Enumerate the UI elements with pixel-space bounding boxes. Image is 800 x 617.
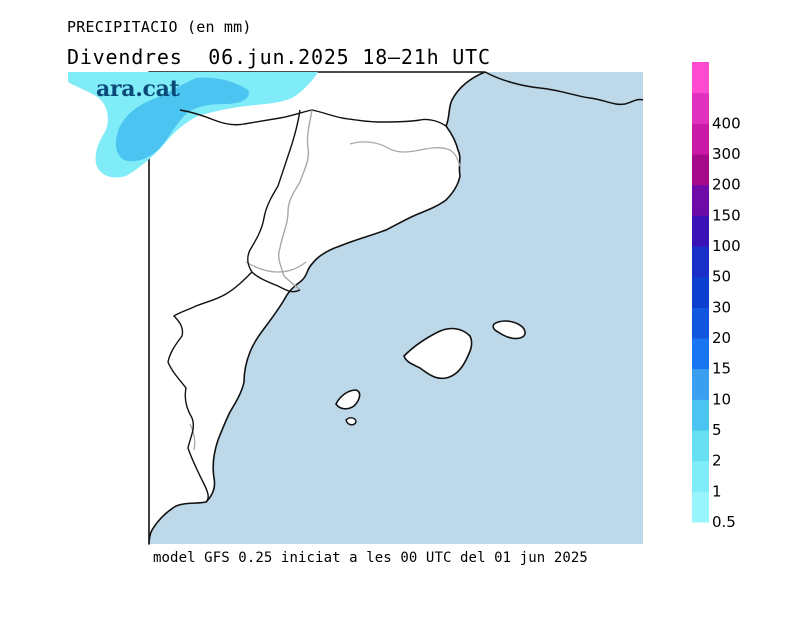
map-frame-left-mask [0,72,68,544]
legend-color-band [692,307,709,339]
legend-color-band [692,215,709,247]
legend-level-label: 50 [712,268,731,286]
menorca-island [492,320,526,340]
legend-color-band [692,399,709,431]
legend-level-label: 200 [712,176,741,194]
eivissa-island [335,389,361,410]
legend-level-label: 100 [712,237,741,255]
map-date-title: Divendres 06.jun.2025 18–21h UTC [67,45,491,69]
catalonia-border [277,109,313,291]
legend-level-label: 30 [712,298,731,316]
legend-color-band [692,62,709,94]
legend-color-band [692,460,709,492]
formentera-island [345,417,357,426]
legend-level-label: 150 [712,206,741,224]
precip-area-mid [115,77,249,162]
legend-color-band [692,491,709,523]
legend-color-band [692,184,709,216]
legend-level-label: 400 [712,114,741,132]
legend-labels: 0.5 1 2 5 10 15 20 30 50 100 150 200 300 400 [712,114,741,531]
province-border [245,261,307,273]
legend-level-label: 5 [712,421,722,439]
legend-color-band [692,338,709,370]
legend-color-band [692,246,709,278]
mallorca-island [403,327,473,380]
legend-level-label: 15 [712,360,731,378]
legend-level-label: 300 [712,145,741,163]
province-border [189,423,196,451]
legend-level-label: 0.5 [712,513,736,531]
interior-border [167,271,253,503]
mainland-area [148,71,486,545]
legend-color-band [692,276,709,308]
legend-level-label: 20 [712,329,731,347]
legend-color-bars [692,62,709,523]
ara-cat-logo: ara.cat [96,76,180,102]
legend-color-band [692,430,709,462]
model-run-info: model GFS 0.25 iniciat a les 00 UTC del … [153,550,588,566]
legend-color-band [692,154,709,186]
legend-color-band [692,123,709,155]
forecast-date: 06.jun.2025 [208,45,350,69]
legend-level-label: 1 [712,482,722,500]
legend-level-label: 10 [712,390,731,408]
day-name: Divendres [67,45,183,69]
north-coast-line [484,71,644,106]
forecast-time-range: 18–21h UTC [362,45,491,69]
legend-color-band [692,92,709,124]
legend-level-label: 2 [712,452,722,470]
province-border [349,141,461,167]
legend-color-band [692,368,709,400]
interior-border [247,109,301,293]
map-variable-title: PRECIPITACIO (en mm) [67,18,252,36]
